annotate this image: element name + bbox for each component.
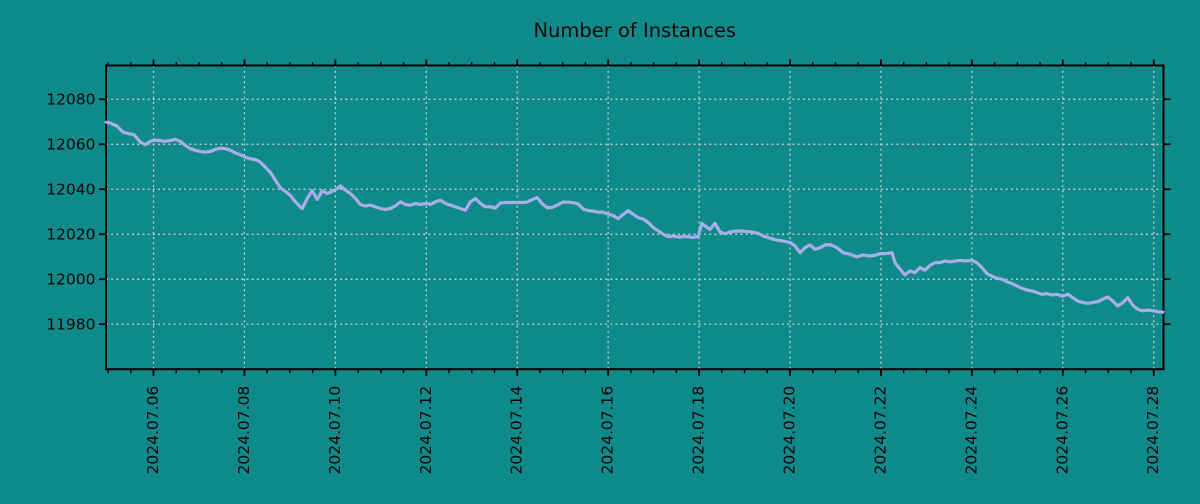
- y-tick-label: 12020: [46, 226, 95, 244]
- x-tick-label: 2024.07.18: [690, 386, 708, 475]
- x-tick-label: 2024.07.28: [1144, 386, 1162, 475]
- x-tick-label: 2024.07.06: [144, 386, 162, 475]
- x-tick-label: 2024.07.20: [781, 386, 799, 475]
- y-tick-label: 12060: [46, 136, 95, 154]
- plot-area: 2024.07.06 2024.07.08 2024.07.10 2024.07.12…: [46, 59, 1171, 475]
- y-tick-label: 11980: [46, 316, 95, 334]
- x-tick-label: 2024.07.08: [235, 386, 253, 475]
- x-tick-label: 2024.07.12: [417, 386, 435, 475]
- x-tick-label: 2024.07.16: [599, 386, 617, 475]
- x-tick-label: 2024.07.22: [871, 386, 889, 475]
- x-tick-label: 2024.07.24: [962, 386, 980, 475]
- x-tick-label: 2024.07.10: [326, 386, 344, 475]
- axis-border: [105, 64, 1165, 371]
- chart-title: Number of Instances: [533, 19, 736, 42]
- x-tick-label: 2024.07.14: [508, 386, 526, 475]
- y-tick-label: 12080: [46, 91, 95, 109]
- x-tick-label: 2024.07.26: [1053, 386, 1071, 475]
- data-line-instances: [104, 120, 1165, 314]
- y-tick-label: 12040: [46, 181, 95, 199]
- y-tick-label: 12000: [46, 271, 95, 289]
